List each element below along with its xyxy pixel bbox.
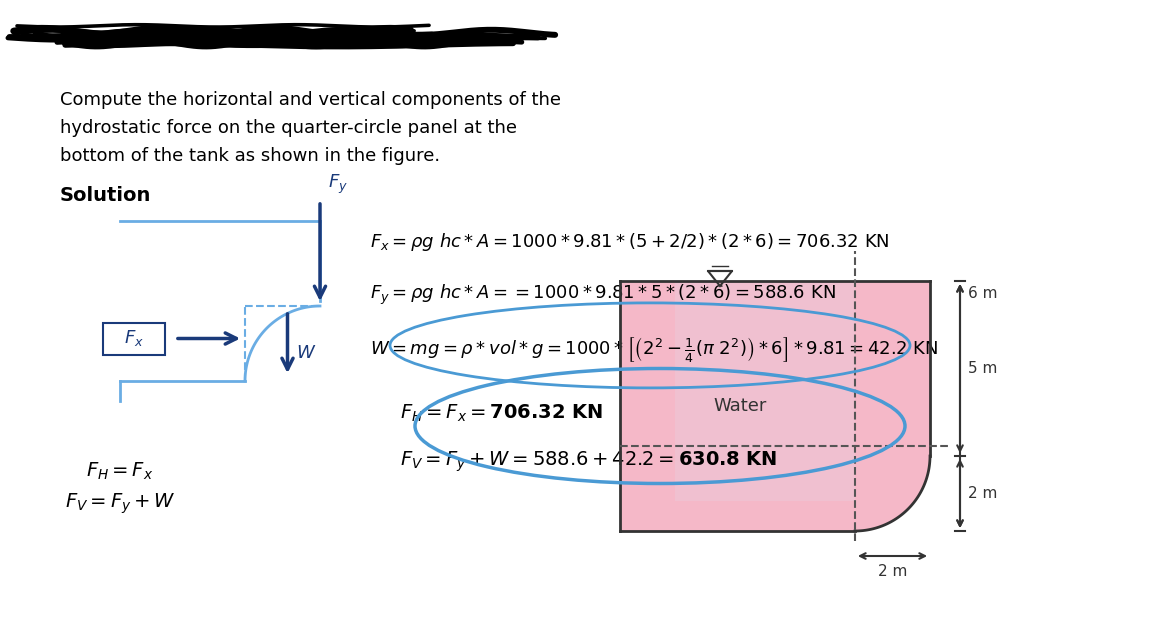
Text: $F_V = F_y + W$: $F_V = F_y + W$ bbox=[64, 491, 176, 515]
Bar bbox=[675, 281, 855, 501]
Text: 6 m: 6 m bbox=[968, 286, 998, 301]
Text: $F_y$: $F_y$ bbox=[328, 173, 347, 196]
Bar bbox=[620, 281, 930, 531]
Text: Water: Water bbox=[714, 397, 766, 415]
Text: $F_H = F_x$: $F_H = F_x$ bbox=[87, 461, 153, 483]
Text: Solution: Solution bbox=[60, 186, 151, 205]
Text: $F_x = \rho g\ hc * A=1000 * 9.81 * (5+2/2) * (2*6) = 706.32\ \mathrm{KN}$: $F_x = \rho g\ hc * A=1000 * 9.81 * (5+2… bbox=[370, 231, 889, 253]
Text: 5 m: 5 m bbox=[968, 361, 997, 376]
Polygon shape bbox=[855, 456, 930, 531]
Text: $F_x$: $F_x$ bbox=[124, 329, 144, 348]
Text: hydrostatic force on the quarter-circle panel at the: hydrostatic force on the quarter-circle … bbox=[60, 119, 517, 137]
Text: $F_V = F_y + W = 588.6 + 42.2 = \mathbf{630.8\ KN}$: $F_V = F_y + W = 588.6 + 42.2 = \mathbf{… bbox=[400, 450, 777, 474]
Text: $F_y = \rho g\ hc * A == 1000 * 9.81 * 5 * (2*6) = 588.6\ \mathrm{KN}$: $F_y = \rho g\ hc * A == 1000 * 9.81 * 5… bbox=[370, 283, 835, 307]
Text: $F_H = F_x = \mathbf{706.32\ KN}$: $F_H = F_x = \mathbf{706.32\ KN}$ bbox=[400, 402, 603, 424]
FancyBboxPatch shape bbox=[103, 322, 165, 355]
Text: $W$: $W$ bbox=[296, 345, 316, 363]
Text: bottom of the tank as shown in the figure.: bottom of the tank as shown in the figur… bbox=[60, 147, 440, 165]
Bar bbox=[620, 281, 855, 456]
Text: 2 m: 2 m bbox=[878, 564, 907, 579]
Bar bbox=[620, 456, 780, 531]
Text: Compute the horizontal and vertical components of the: Compute the horizontal and vertical comp… bbox=[60, 91, 560, 109]
Text: $W = mg = \rho * vol * g = 1000 * \left[\left(2^2 - \frac{1}{4}(\pi\ 2^2)\right): $W = mg = \rho * vol * g = 1000 * \left[… bbox=[370, 335, 938, 364]
Bar bbox=[680, 281, 855, 456]
Text: 2 m: 2 m bbox=[968, 486, 997, 501]
